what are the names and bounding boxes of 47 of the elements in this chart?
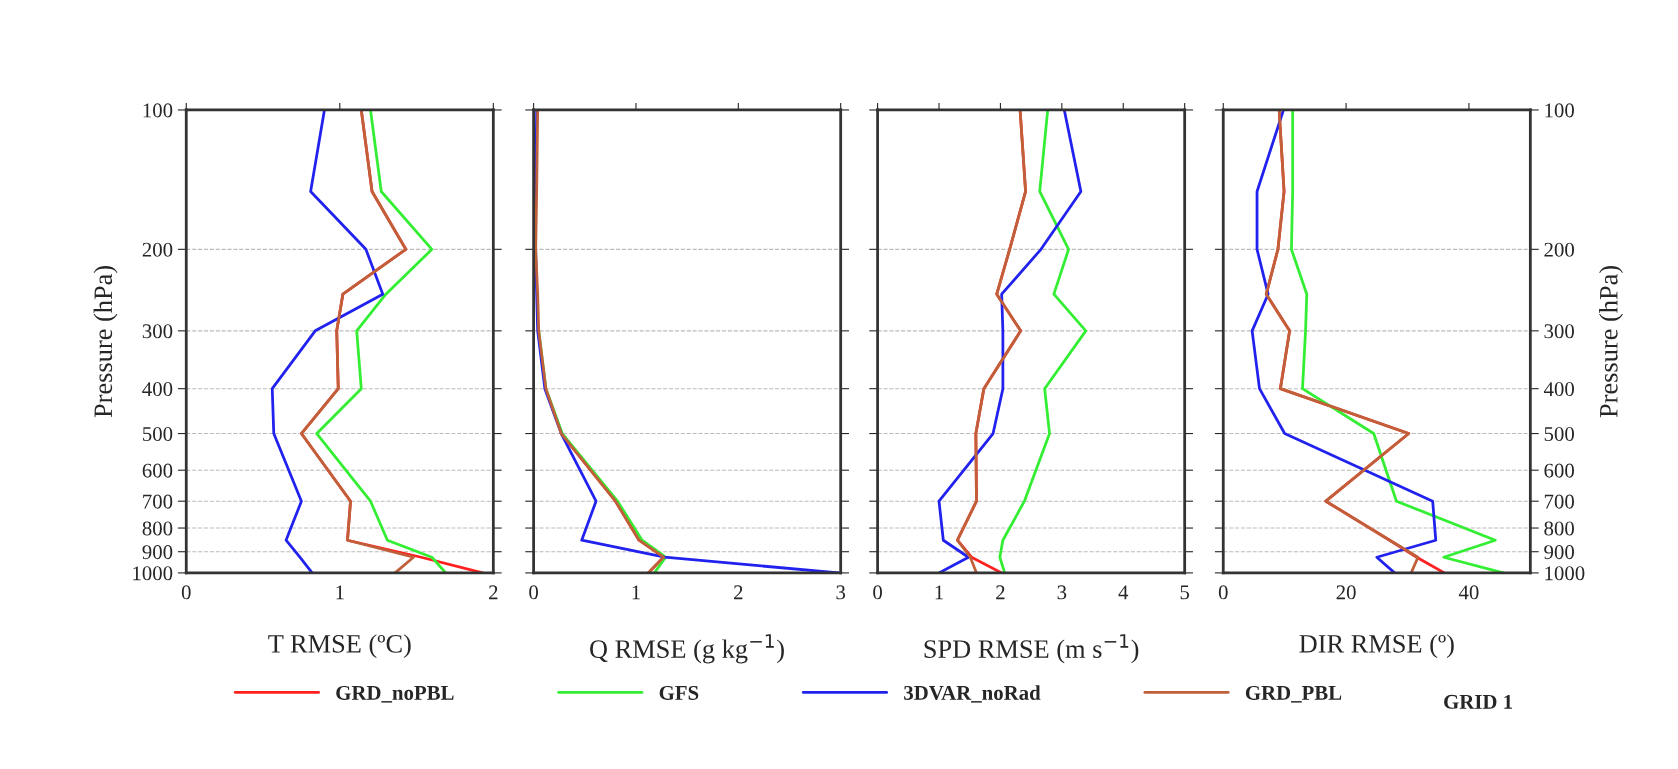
x-tick-label: 5 — [1180, 585, 1190, 600]
y-tick-label: 900 — [142, 545, 173, 560]
y-tick-label: 700 — [1544, 494, 1574, 509]
x-tick-label: 0 — [1218, 585, 1228, 600]
text: GRID 1 — [1444, 694, 1513, 709]
x-tick-label: 2 — [489, 585, 498, 600]
y-tick-label: 500 — [143, 426, 173, 441]
y-tick-label: 800 — [142, 521, 173, 536]
y-tick-label: 300 — [1544, 324, 1574, 339]
y-tick-label: 500 — [1544, 426, 1574, 441]
legend-label: GRD_PBL — [1245, 685, 1342, 703]
x-axis-title: SPD RMSE (m s$^{−1}$) — [924, 634, 1139, 664]
y-tick-label: 200 — [1544, 242, 1574, 257]
x-tick-label: 40 — [1458, 585, 1479, 600]
y-tick-label: 800 — [1544, 521, 1574, 536]
y-tick-label: 100 — [1545, 103, 1574, 118]
y-tick-label: 400 — [1543, 382, 1574, 397]
x-tick-label: 0 — [873, 585, 883, 600]
y-axis-title: Pressure (hPa) — [1599, 266, 1624, 418]
x-tick-label: 1 — [632, 585, 640, 600]
y-tick-label: 1000 — [1545, 566, 1585, 581]
x-tick-label: 1 — [336, 585, 344, 600]
x-tick-label: 0 — [181, 585, 191, 600]
y-tick-label: 700 — [143, 494, 173, 509]
legend-label: GFS — [659, 685, 699, 700]
x-axis-title: T RMSE (ºC) — [268, 634, 411, 659]
x-axis-title: DIR RMSE (º) — [1299, 634, 1454, 659]
x-tick-label: 4 — [1118, 585, 1129, 600]
legend-label: GRD_noPBL — [336, 685, 454, 703]
legend-label: 3DVAR_noRad — [904, 685, 1041, 703]
y-tick-label: 900 — [1544, 545, 1574, 560]
y-tick-label: 600 — [142, 463, 173, 478]
x-tick-label: 2 — [996, 585, 1005, 600]
x-tick-label: 2 — [734, 585, 743, 600]
y-axis-title: Pressure (hPa) — [93, 266, 118, 418]
x-tick-label: 1 — [935, 585, 943, 600]
x-tick-label: 3 — [1057, 585, 1067, 600]
x-tick-label: 3 — [836, 585, 846, 600]
y-tick-label: 100 — [143, 103, 173, 118]
y-tick-label: 200 — [142, 242, 173, 257]
y-tick-label: 600 — [1544, 463, 1574, 478]
y-tick-label: 300 — [142, 324, 173, 339]
y-tick-label: 1000 — [133, 566, 173, 581]
x-tick-label: 0 — [529, 585, 539, 600]
x-tick-label: 20 — [1336, 585, 1356, 600]
x-axis-title: Q RMSE (g kg$^{−1}$) — [590, 634, 784, 664]
y-tick-label: 400 — [142, 382, 173, 397]
